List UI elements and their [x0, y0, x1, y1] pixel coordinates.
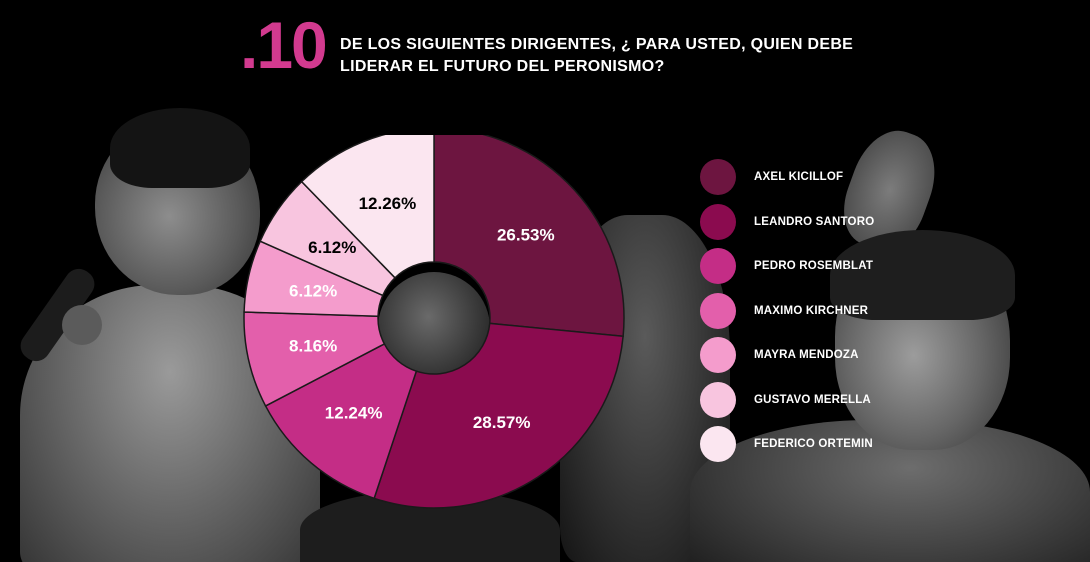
legend-swatch-2	[700, 203, 736, 240]
legend-item: GUSTAVO MERELLA	[700, 378, 980, 423]
question-number: .10	[240, 8, 328, 82]
donut-slice-label-3: 12.24%	[325, 403, 383, 422]
chart-legend: AXEL KICILLOF LEANDRO SANTORO PEDRO ROSEMB…	[700, 155, 980, 467]
donut-slice-label-7: 12.26%	[359, 194, 417, 213]
legend-swatch-1	[700, 159, 736, 196]
legend-label-5: MAYRA MENDOZA	[754, 349, 859, 362]
donut-chart: 26.53% 28.57% 12.24% 8.16% 6.12% 6.12% 12.26%	[240, 135, 630, 515]
legend-label-6: GUSTAVO MERELLA	[754, 393, 871, 406]
legend-item: AXEL KICILLOF	[700, 155, 980, 200]
legend-label-2: LEANDRO SANTORO	[754, 215, 875, 228]
donut-slice-label-2: 28.57%	[473, 413, 531, 432]
donut-slice-label-5: 6.12%	[289, 281, 337, 300]
donut-chart-svg: 26.53% 28.57% 12.24% 8.16% 6.12% 6.12% 12.26%	[243, 135, 625, 509]
donut-slice-label-6: 6.12%	[308, 238, 356, 257]
legend-swatch-6	[700, 381, 736, 418]
legend-swatch-5	[700, 337, 736, 374]
donut-slice-3	[264, 342, 418, 500]
legend-swatch-4	[700, 292, 736, 329]
question-line-1: DE LOS SIGUIENTES DIRIGENTES, ¿ PARA UST…	[340, 36, 854, 53]
donut-slice-label-4: 8.16%	[289, 337, 337, 356]
legend-item: LEANDRO SANTORO	[700, 200, 980, 245]
legend-label-7: FEDERICO ORTEMIN	[754, 438, 873, 451]
legend-item: MAYRA MENDOZA	[700, 333, 980, 378]
legend-swatch-3	[700, 248, 736, 285]
microphone-head-icon	[62, 305, 102, 345]
donut-slice-label-1: 26.53%	[497, 226, 555, 245]
legend-label-3: PEDRO ROSEMBLAT	[754, 260, 874, 273]
legend-label-1: AXEL KICILLOF	[754, 171, 844, 184]
donut-slice-7	[300, 135, 435, 279]
legend-swatch-7	[700, 426, 736, 463]
legend-item: FEDERICO ORTEMIN	[700, 422, 980, 467]
legend-item: MAXIMO KIRCHNER	[700, 289, 980, 334]
donut-slice-2	[373, 322, 624, 509]
legend-label-4: MAXIMO KIRCHNER	[754, 304, 869, 317]
legend-item: PEDRO ROSEMBLAT	[700, 244, 980, 289]
background-photo-woman-hair	[110, 108, 250, 188]
donut-slice-1	[433, 135, 625, 338]
background-photo-man-right-hair	[830, 230, 1015, 320]
question-text: DE LOS SIGUIENTES DIRIGENTES, ¿ PARA UST…	[340, 34, 960, 78]
question-line-2: LIDERAR EL FUTURO DEL PERONISMO?	[340, 58, 665, 75]
